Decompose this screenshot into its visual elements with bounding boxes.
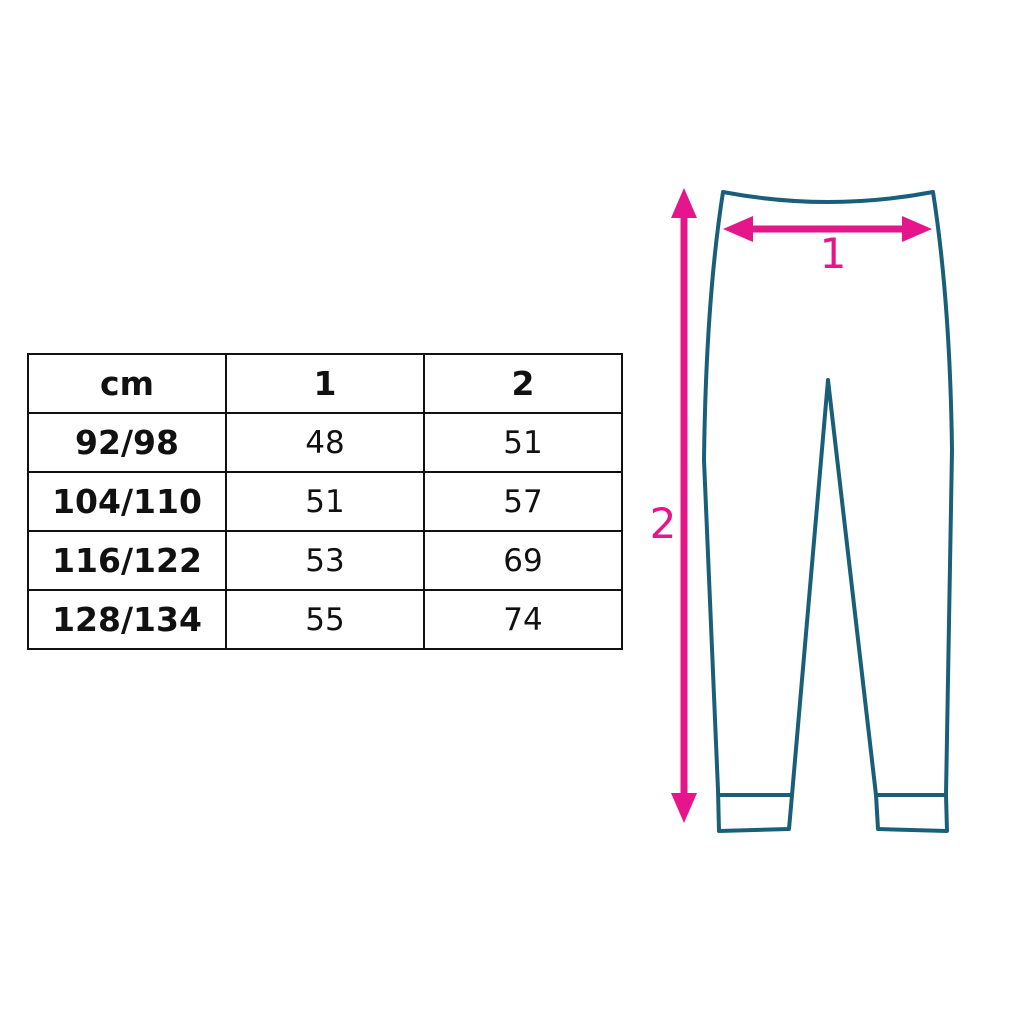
measure-2-label: 2 [650, 499, 677, 548]
header-cell: 1 [225, 353, 425, 414]
header-cell: 2 [423, 353, 623, 414]
table-header-row: cm 1 2 [27, 353, 623, 414]
table-row: 92/98 48 51 [27, 412, 623, 473]
value-cell: 57 [423, 471, 623, 532]
value-cell: 55 [225, 589, 425, 650]
value-cell: 53 [225, 530, 425, 591]
value-cell: 74 [423, 589, 623, 650]
measure-1-label: 1 [820, 229, 847, 278]
table-row: 128/134 55 74 [27, 589, 623, 650]
header-cell: cm [27, 353, 227, 414]
size-table: cm 1 2 92/98 48 51 104/110 51 57 116/122… [27, 353, 623, 650]
value-cell: 51 [423, 412, 623, 473]
size-cell: 92/98 [27, 412, 227, 473]
size-cell: 128/134 [27, 589, 227, 650]
table-row: 116/122 53 69 [27, 530, 623, 591]
table-row: 104/110 51 57 [27, 471, 623, 532]
waist-arrow [723, 216, 932, 242]
size-cell: 104/110 [27, 471, 227, 532]
value-cell: 51 [225, 471, 425, 532]
pants-outline [702, 190, 954, 833]
value-cell: 69 [423, 530, 623, 591]
size-cell: 116/122 [27, 530, 227, 591]
value-cell: 48 [225, 412, 425, 473]
length-arrow [671, 188, 697, 823]
